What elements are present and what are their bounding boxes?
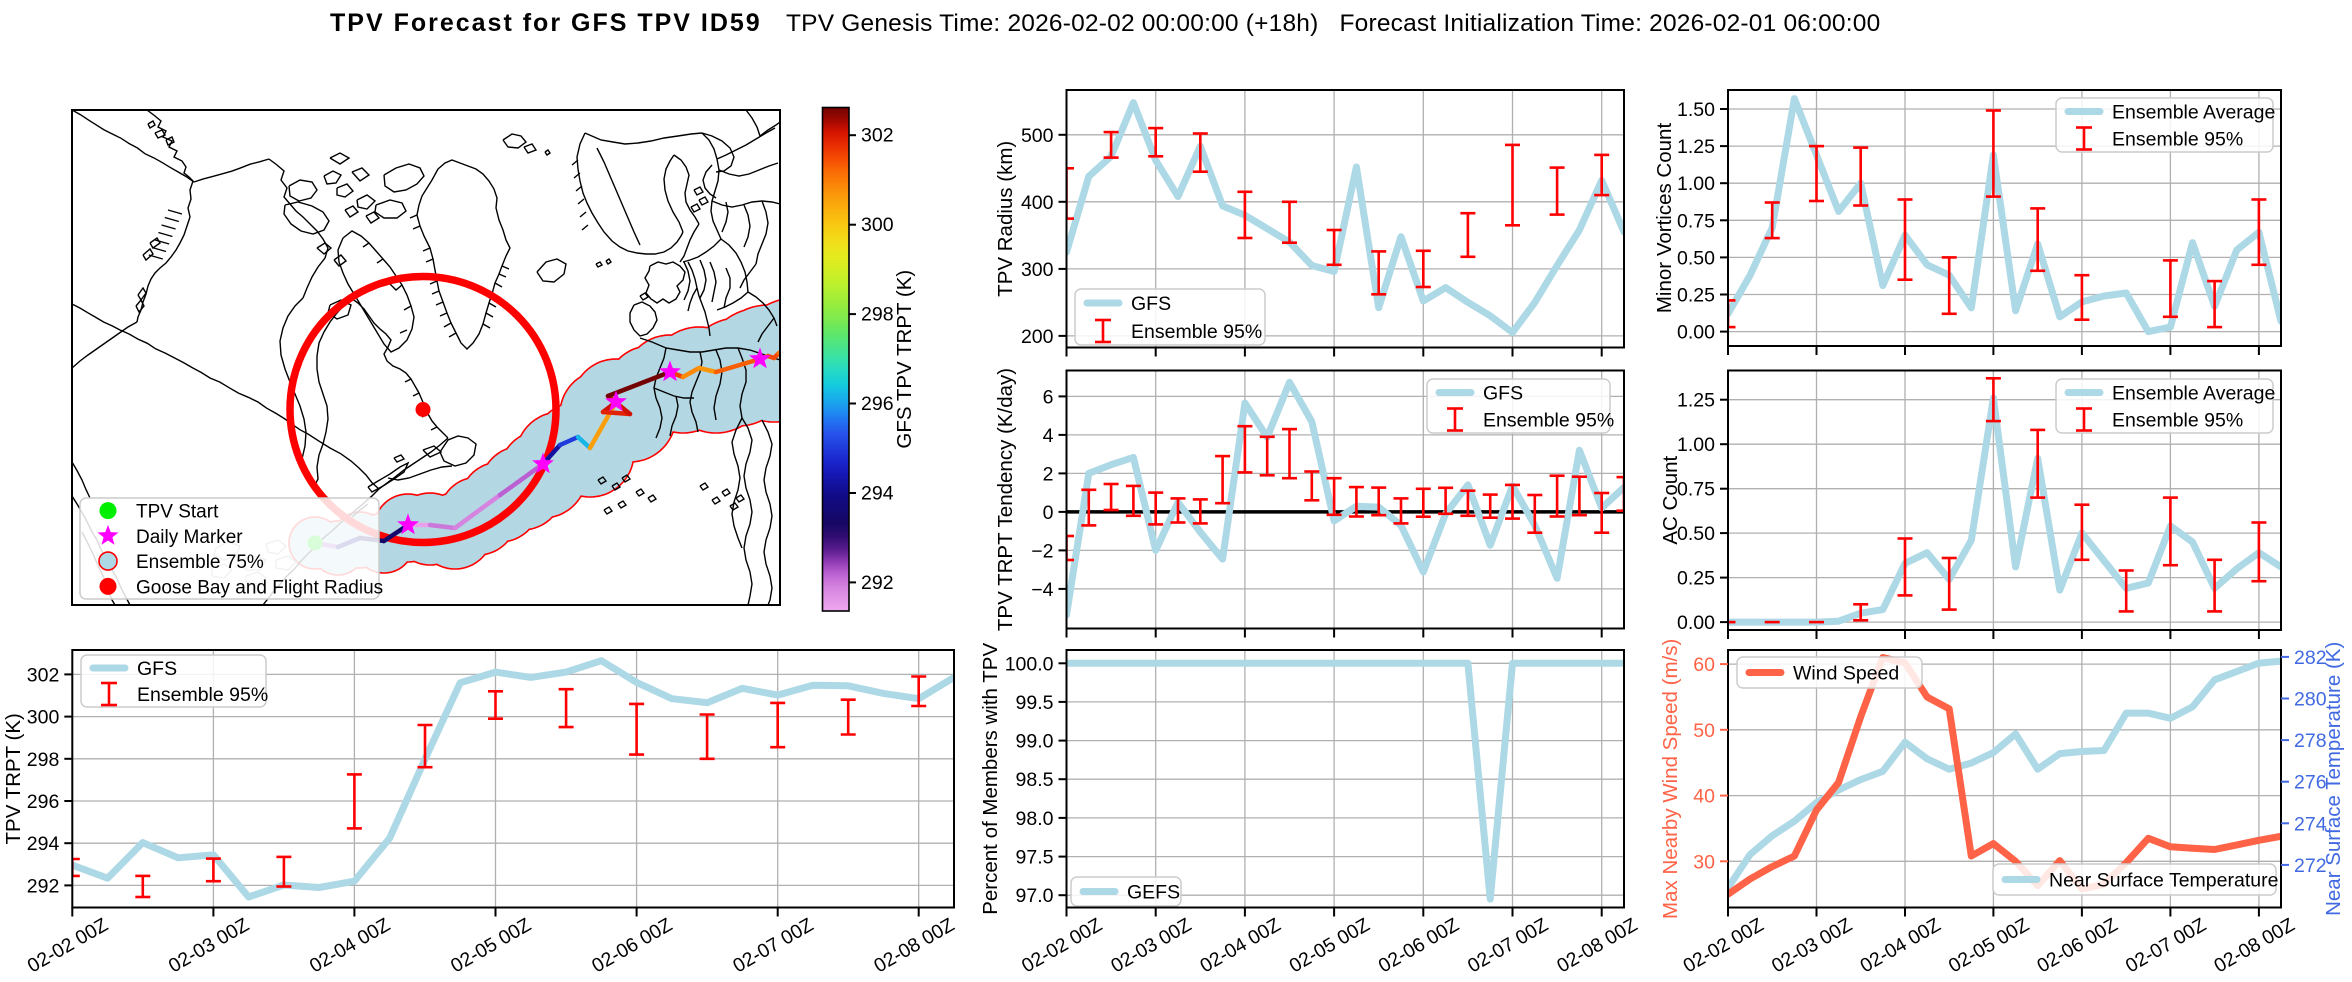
svg-text:0.25: 0.25 xyxy=(1677,285,1715,307)
svg-text:Daily Marker: Daily Marker xyxy=(136,527,243,548)
svg-text:97.5: 97.5 xyxy=(1016,847,1054,869)
svg-text:Ensemble 75%: Ensemble 75% xyxy=(136,552,264,573)
svg-text:Minor Vortices Count: Minor Vortices Count xyxy=(1653,123,1676,314)
svg-text:278: 278 xyxy=(2294,730,2327,752)
svg-text:1.25: 1.25 xyxy=(1677,390,1715,412)
svg-text:TPV Forecast for GFS TPV ID59: TPV Forecast for GFS TPV ID59 xyxy=(330,9,762,37)
svg-text:276: 276 xyxy=(2294,772,2327,794)
svg-text:Ensemble 95%: Ensemble 95% xyxy=(1483,410,1614,432)
svg-text:0.75: 0.75 xyxy=(1677,210,1715,232)
svg-text:Ensemble 95%: Ensemble 95% xyxy=(2112,410,2243,432)
svg-text:294: 294 xyxy=(27,833,60,855)
svg-text:298: 298 xyxy=(861,304,894,326)
svg-text:GFS: GFS xyxy=(1483,383,1523,405)
svg-text:0.75: 0.75 xyxy=(1677,479,1715,501)
svg-text:0.50: 0.50 xyxy=(1677,523,1715,545)
svg-text:Goose Bay and Flight Radius: Goose Bay and Flight Radius xyxy=(136,577,383,598)
svg-text:TPV TRPT Tendency (K/day): TPV TRPT Tendency (K/day) xyxy=(994,368,1017,631)
svg-text:2: 2 xyxy=(1043,463,1054,485)
svg-text:6: 6 xyxy=(1043,386,1054,408)
svg-text:292: 292 xyxy=(861,572,894,594)
svg-text:97.0: 97.0 xyxy=(1016,885,1054,907)
svg-text:296: 296 xyxy=(861,393,894,415)
svg-text:99.5: 99.5 xyxy=(1016,692,1054,714)
svg-text:0.50: 0.50 xyxy=(1677,247,1715,269)
svg-text:40: 40 xyxy=(1693,786,1715,808)
svg-text:280: 280 xyxy=(2294,689,2327,711)
svg-text:292: 292 xyxy=(27,875,60,897)
svg-text:0.00: 0.00 xyxy=(1677,612,1715,634)
svg-text:Ensemble 95%: Ensemble 95% xyxy=(2112,129,2243,151)
svg-text:−4: −4 xyxy=(1031,579,1053,601)
svg-text:Percent of Members with TPV: Percent of Members with TPV xyxy=(979,643,1002,915)
svg-text:4: 4 xyxy=(1043,425,1054,447)
svg-text:272: 272 xyxy=(2294,855,2327,877)
svg-text:300: 300 xyxy=(27,707,60,729)
svg-text:274: 274 xyxy=(2294,813,2327,835)
svg-text:50: 50 xyxy=(1693,720,1715,742)
svg-text:1.00: 1.00 xyxy=(1677,434,1715,456)
svg-text:1.00: 1.00 xyxy=(1677,173,1715,195)
svg-text:GFS: GFS xyxy=(137,658,177,680)
svg-text:302: 302 xyxy=(27,664,60,686)
svg-text:GEFS: GEFS xyxy=(1127,882,1180,904)
svg-text:Wind Speed: Wind Speed xyxy=(1793,663,1899,685)
svg-text:Ensemble Average: Ensemble Average xyxy=(2112,102,2275,124)
svg-text:AC Count: AC Count xyxy=(1659,455,1682,544)
svg-text:Ensemble 95%: Ensemble 95% xyxy=(137,684,268,706)
svg-text:282: 282 xyxy=(2294,647,2327,669)
svg-text:Near Surface Temperature (K): Near Surface Temperature (K) xyxy=(2322,642,2345,916)
svg-text:302: 302 xyxy=(861,125,894,147)
svg-text:298: 298 xyxy=(27,749,60,771)
svg-text:−2: −2 xyxy=(1031,540,1053,562)
svg-text:30: 30 xyxy=(1693,851,1715,873)
svg-text:TPV Radius (km): TPV Radius (km) xyxy=(994,141,1017,297)
svg-text:200: 200 xyxy=(1021,326,1054,348)
svg-text:98.0: 98.0 xyxy=(1016,808,1054,830)
svg-text:GFS: GFS xyxy=(1131,293,1171,315)
svg-text:TPV TRPT (K): TPV TRPT (K) xyxy=(2,713,25,844)
svg-text:296: 296 xyxy=(27,791,60,813)
svg-text:99.0: 99.0 xyxy=(1016,731,1054,753)
svg-text:0.25: 0.25 xyxy=(1677,568,1715,590)
svg-text:400: 400 xyxy=(1021,192,1054,214)
svg-text:Ensemble 95%: Ensemble 95% xyxy=(1131,321,1262,343)
svg-text:300: 300 xyxy=(1021,259,1054,281)
svg-text:294: 294 xyxy=(861,483,894,505)
svg-text:1.50: 1.50 xyxy=(1677,99,1715,121)
svg-text:0.00: 0.00 xyxy=(1677,322,1715,344)
svg-text:0: 0 xyxy=(1043,502,1054,524)
svg-text:100.0: 100.0 xyxy=(1005,653,1054,675)
svg-text:Max Nearby Wind Speed (m/s): Max Nearby Wind Speed (m/s) xyxy=(1659,639,1682,919)
svg-text:Near Surface Temperature: Near Surface Temperature xyxy=(2049,870,2278,892)
svg-text:TPV Start: TPV Start xyxy=(136,502,219,523)
svg-text:98.5: 98.5 xyxy=(1016,769,1054,791)
svg-text:500: 500 xyxy=(1021,125,1054,147)
svg-text:60: 60 xyxy=(1693,654,1715,676)
svg-text:TPV Genesis Time: 2026-02-02 0: TPV Genesis Time: 2026-02-02 00:00:00 (+… xyxy=(786,10,1880,37)
svg-text:1.25: 1.25 xyxy=(1677,136,1715,158)
svg-text:300: 300 xyxy=(861,214,894,236)
svg-text:Ensemble Average: Ensemble Average xyxy=(2112,383,2275,405)
svg-text:GFS TPV TRPT (K): GFS TPV TRPT (K) xyxy=(893,270,916,449)
